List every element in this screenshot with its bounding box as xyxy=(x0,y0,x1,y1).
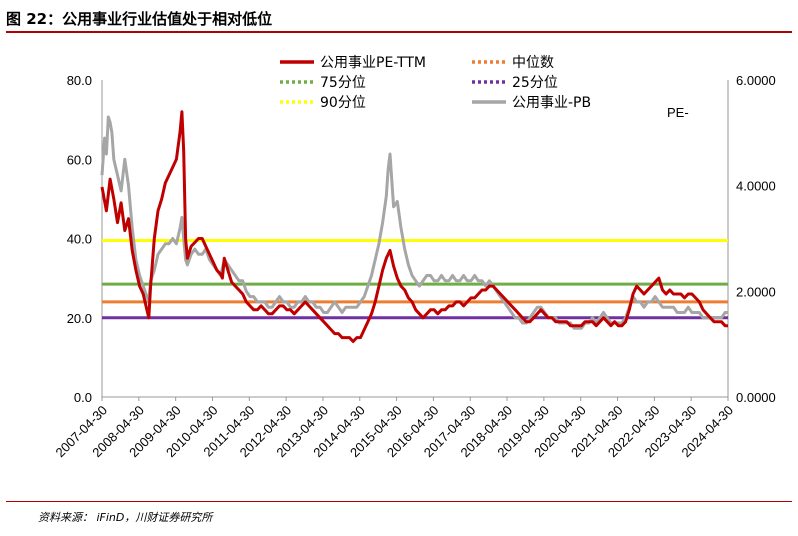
right-tick-label: 2.0000 xyxy=(736,284,776,299)
left-tick-label: 0.0 xyxy=(74,390,92,405)
series-line-公用事业-PB xyxy=(100,115,728,330)
legend-label: 公用事业PE-TTM xyxy=(320,55,426,71)
reference-lines xyxy=(102,238,728,320)
right-tick-label: 0.0000 xyxy=(736,390,776,405)
figure-title: 图 22：公用事业行业估值处于相对低位 xyxy=(6,10,273,28)
source-note: 资料来源： iFinD，川财证券研究所 xyxy=(38,511,213,524)
left-tick-label: 80.0 xyxy=(67,73,92,88)
title-rule xyxy=(6,31,792,33)
legend: 公用事业PE-TTM 中位数 75分位 25分位 90分位 公用事业-PB xyxy=(280,55,591,111)
legend-label: 25分位 xyxy=(512,75,558,91)
series-layer xyxy=(100,110,728,343)
right-tick-label: 6.0000 xyxy=(736,73,776,88)
series-line-公用事业PE-TTM xyxy=(100,110,728,343)
legend-label: 75分位 xyxy=(320,75,366,91)
left-tick-label: 20.0 xyxy=(67,311,92,326)
left-tick-label: 40.0 xyxy=(67,232,92,247)
source-rule xyxy=(6,501,792,502)
axis-ticks: 0.0 20.0 40.0 60.0 80.0 0.0000 2.0000 4.0000 6.0… xyxy=(52,73,775,460)
legend-label: 90分位 xyxy=(320,95,366,111)
left-tick-label: 60.0 xyxy=(67,152,92,167)
plot-frame xyxy=(101,80,729,398)
right-tick-label: 4.0000 xyxy=(736,179,776,194)
legend-label: 公用事业-PB xyxy=(512,95,591,111)
legend-label: 中位数 xyxy=(512,55,554,71)
right-axis-label: PE- xyxy=(667,105,689,120)
